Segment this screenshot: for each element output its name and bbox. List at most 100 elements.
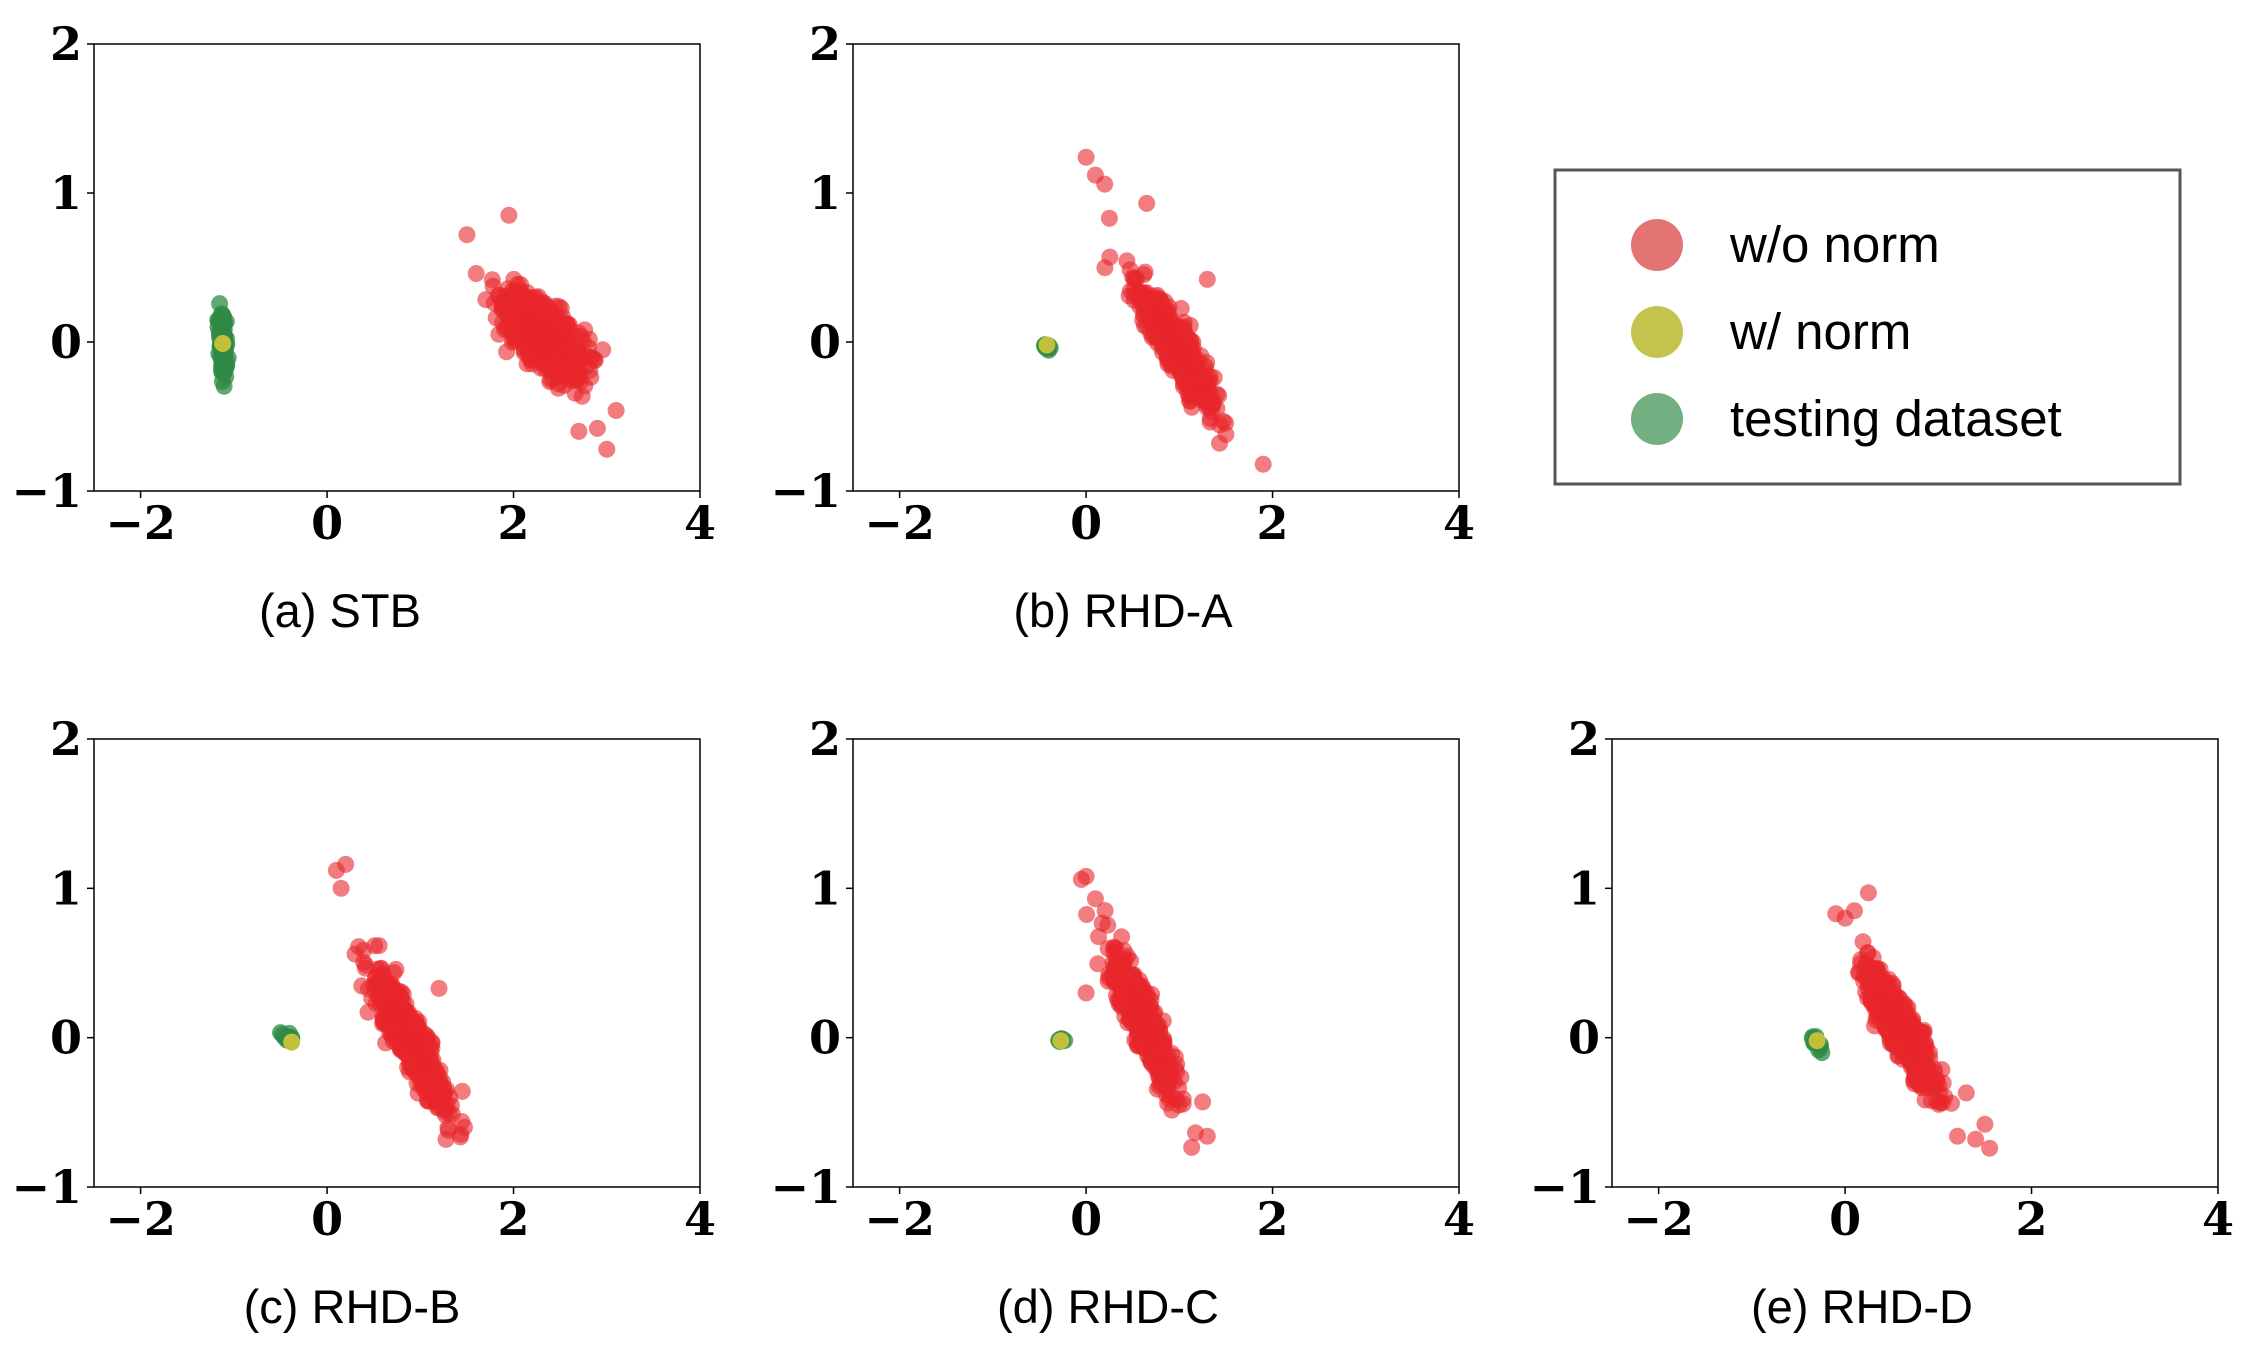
panel-b-point-wo-norm (1159, 355, 1177, 373)
panel-e-point-wo-norm (1934, 1074, 1952, 1092)
panel-d-ytick-label: 2 (809, 712, 841, 766)
panel-a-point-wo-norm (588, 419, 606, 437)
panel-c-point-wo-norm (386, 1016, 404, 1034)
panel-c-point-wo-norm (404, 1017, 422, 1035)
panel-a-point-wo-norm (458, 226, 476, 244)
panel-c-point-wo-norm (423, 1083, 441, 1101)
panel-a-point-wo-norm (576, 377, 594, 395)
panel-b-point-wo-norm (1159, 324, 1177, 342)
panel-e-point-wo-norm (1900, 1046, 1918, 1064)
panel-b-point-wo-norm (1214, 412, 1232, 430)
panel-c-point-wo-norm (411, 1041, 429, 1059)
panel-e-ytick-label: −1 (1529, 1160, 1600, 1214)
panel-d-point-wo-norm (1086, 890, 1104, 908)
panel-a-ytick-label: 1 (50, 166, 82, 220)
panel-d-point-w-norm (1052, 1032, 1070, 1050)
panel-a-point-wo-norm (509, 324, 527, 342)
panel-c-xtick-label: 4 (684, 1192, 716, 1246)
panel-d-point-wo-norm (1077, 984, 1095, 1002)
panel-d-point-wo-norm (1100, 969, 1118, 987)
panel-a-ytick-label: 2 (50, 17, 82, 71)
panel-d-xtick-label: 2 (1257, 1192, 1289, 1246)
panel-e-point-w-norm (1808, 1032, 1826, 1050)
panel-e-point-wo-norm (1949, 1127, 1966, 1145)
panel-a-ytick-label: −1 (11, 464, 82, 518)
legend-marker-testing-dataset (1631, 393, 1683, 445)
panel-a: −2 0 2 4 −1 0 1 2 (a) STB (11, 17, 716, 637)
panel-d-point-wo-norm (1183, 1138, 1201, 1156)
panel-e-point-wo-norm (1896, 1003, 1914, 1021)
panel-c-point-wo-norm (435, 1102, 453, 1120)
panel-e-point-wo-norm (1896, 1020, 1914, 1038)
panel-e-frame (1611, 738, 2219, 1188)
panel-b-point-wo-norm (1143, 289, 1161, 307)
panel-d-point-wo-norm (1090, 928, 1107, 946)
panel-c-point-wo-norm (337, 855, 355, 873)
panel-e-ytick-label: 0 (1568, 1011, 1600, 1065)
panel-c-ytick-label: 2 (50, 712, 82, 766)
panel-b-point-wo-norm (1179, 363, 1197, 381)
panel-a-frame (93, 43, 701, 492)
panel-b-point-wo-norm (1254, 455, 1272, 473)
panel-d-point-wo-norm (1099, 916, 1117, 934)
panel-e-point-wo-norm (1881, 987, 1899, 1005)
panel-b: −2 0 2 4 −1 0 1 2 (b) RHD-A (770, 17, 1475, 637)
panel-e-point-wo-norm (1911, 1072, 1929, 1090)
panel-c-point-wo-norm (453, 1113, 471, 1130)
panel-d-point-wo-norm (1112, 951, 1130, 969)
panel-c-frame (93, 738, 701, 1188)
panel-b-xtick-label: −2 (864, 496, 935, 550)
panel-c-point-w-norm (283, 1033, 301, 1051)
panel-d-xtick-label: 4 (1443, 1192, 1475, 1246)
panel-d-frame (852, 738, 1460, 1188)
panel-e-point-wo-norm (1916, 1091, 1934, 1109)
panel-d-point-wo-norm (1130, 1021, 1148, 1039)
panel-c-point-wo-norm (381, 989, 399, 1007)
panel-a-point-wo-norm (561, 339, 579, 357)
panel-a-xtick-label: −2 (105, 496, 176, 550)
legend-marker-w-norm (1631, 306, 1683, 358)
panel-b-point-wo-norm (1138, 194, 1156, 212)
panel-b-ytick-label: 1 (809, 166, 841, 220)
panel-e-point-wo-norm (1957, 1084, 1975, 1102)
panel-d-points (1050, 867, 1216, 1156)
panel-b-point-wo-norm (1180, 387, 1198, 405)
panel-c-point-wo-norm (370, 937, 388, 955)
panel-c-point-wo-norm (439, 1121, 457, 1139)
panel-a-points (209, 206, 625, 458)
panel-c-point-wo-norm (393, 1041, 411, 1059)
panel-b-points (1035, 148, 1272, 473)
panel-b-caption: (b) RHD-A (1013, 584, 1233, 637)
panel-b-point-wo-norm (1077, 148, 1095, 166)
panel-e-point-wo-norm (1976, 1115, 1994, 1133)
panel-e-point-wo-norm (1967, 1130, 1985, 1148)
panel-b-point-wo-norm (1180, 351, 1198, 368)
panel-a-point-wo-norm (493, 301, 511, 319)
panel-a-ytick-label: 0 (50, 315, 82, 369)
panel-d-xtick-label: −2 (864, 1192, 935, 1246)
panel-d-point-wo-norm (1198, 1127, 1216, 1145)
panel-b-xtick-label: 4 (1443, 496, 1475, 550)
panel-c-xtick-label: 0 (311, 1192, 343, 1246)
panel-d-point-wo-norm (1149, 1043, 1167, 1061)
panel-b-point-wo-norm (1101, 248, 1119, 266)
panel-a-point-wo-norm (532, 313, 550, 330)
panel-e-point-wo-norm (1911, 1026, 1929, 1044)
panel-e-xtick-label: 2 (2016, 1192, 2048, 1246)
panel-a-point-wo-norm (542, 371, 560, 389)
panel-b-point-wo-norm (1118, 252, 1136, 270)
panel-b-ytick-label: −1 (770, 464, 841, 518)
panel-d-point-wo-norm (1121, 1006, 1139, 1024)
panel-a-point-wo-norm (498, 343, 516, 361)
panel-e-ytick-label: 2 (1568, 712, 1600, 766)
legend-marker-wo-norm (1631, 219, 1683, 271)
panel-b-point-w-norm (1038, 336, 1056, 354)
panel-d-point-wo-norm (1078, 906, 1096, 923)
panel-d-point-wo-norm (1159, 1094, 1177, 1112)
panel-e: −2 0 2 4 −1 0 1 2 (e) RHD-D (1529, 712, 2234, 1333)
panel-b-point-wo-norm (1096, 175, 1114, 193)
panel-e-point-wo-norm (1981, 1139, 1999, 1157)
legend-label-testing-dataset: testing dataset (1730, 390, 2062, 447)
panel-e-caption: (e) RHD-D (1751, 1280, 1973, 1333)
